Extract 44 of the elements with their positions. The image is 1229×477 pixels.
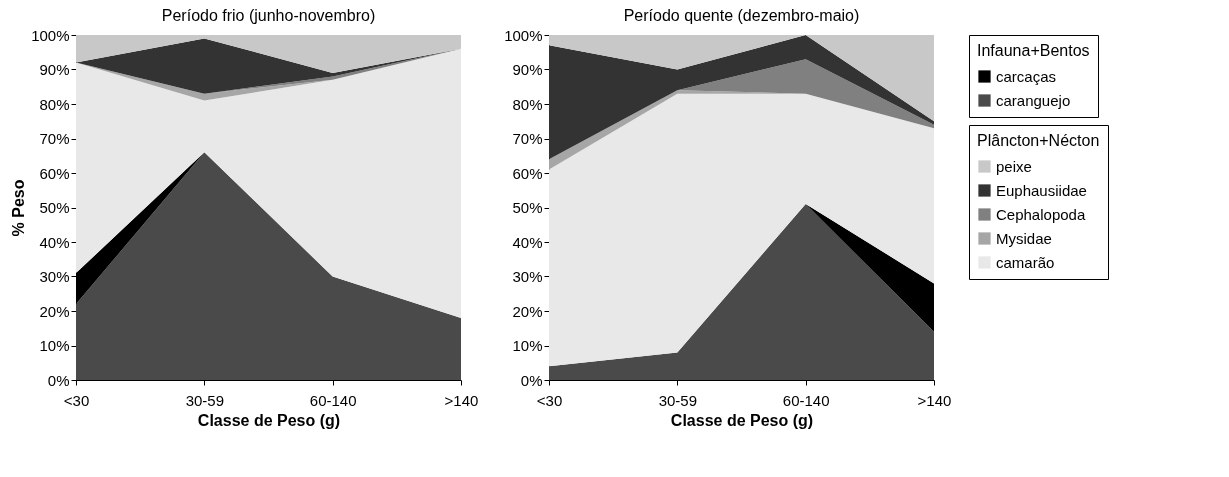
legend-label: Euphausiidae [996, 181, 1087, 199]
y-tick-label: 0% [47, 371, 70, 389]
y-tick-label: 10% [39, 337, 70, 354]
legend-label: caranguejo [996, 91, 1071, 109]
x-tick-label: >140 [444, 391, 479, 409]
legend-label: Mysidae [996, 229, 1052, 247]
legend-label: peixe [996, 157, 1032, 175]
y-tick-label: 80% [512, 95, 543, 113]
y-tick-label: 90% [39, 61, 70, 78]
x-tick-label: <30 [536, 391, 563, 409]
chart-title: Período frio (junho-novembro) [161, 7, 376, 24]
y-tick-label: 40% [512, 233, 543, 251]
y-tick-label: 30% [39, 268, 70, 285]
legend-label: Cephalopoda [996, 205, 1086, 223]
x-tick-label: 30-59 [185, 391, 225, 409]
y-tick-label: 10% [512, 337, 543, 354]
x-axis-title: Classe de Peso (g) [197, 411, 341, 429]
y-tick-label: 20% [512, 302, 543, 320]
x-tick-label: 30-59 [658, 391, 698, 409]
x-tick-label: <30 [63, 391, 90, 409]
text: Infauna+Bentos [977, 42, 1090, 59]
x-tick-label: >140 [917, 391, 952, 409]
y-tick-label: 80% [39, 95, 70, 113]
y-tick-label: 90% [512, 61, 543, 78]
y-tick-label: 0% [520, 371, 543, 389]
y-tick-label: 100% [31, 26, 70, 44]
y-tick-label: 50% [39, 199, 70, 216]
y-tick-label: 20% [39, 302, 70, 320]
y-axis-title: % Peso [10, 179, 28, 237]
x-tick-label: 60-140 [309, 391, 357, 409]
y-tick-label: 30% [512, 268, 543, 285]
y-tick-label: 100% [504, 26, 543, 44]
y-tick-label: 70% [39, 130, 70, 147]
chart-title: Período quente (dezembro-maio) [623, 7, 860, 24]
legend-label: camarão [996, 253, 1055, 271]
y-tick-label: 60% [512, 164, 543, 182]
legend-title: Plâncton+Nécton [977, 132, 1100, 149]
y-tick-label: 50% [512, 199, 543, 216]
x-tick-label: 60-140 [782, 391, 830, 409]
legend-label: carcaças [996, 67, 1057, 85]
y-tick-label: 60% [39, 164, 70, 182]
y-tick-label: 70% [512, 130, 543, 147]
x-axis-title: Classe de Peso (g) [670, 411, 814, 429]
y-tick-label: 40% [39, 233, 70, 251]
